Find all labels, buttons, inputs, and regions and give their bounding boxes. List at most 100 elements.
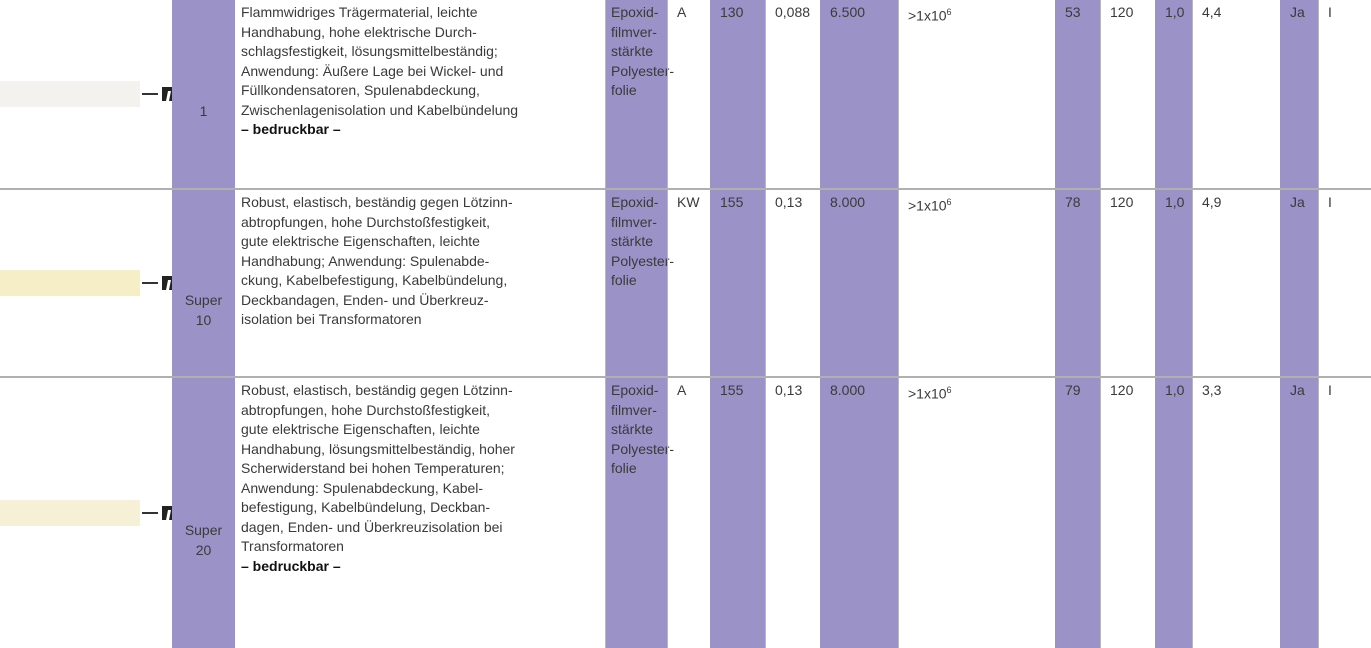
description-line: Deckbandagen, Enden- und Überkreuz-: [241, 291, 599, 311]
spec-cell: Ja: [1280, 0, 1318, 188]
spec-cell: Ja: [1280, 190, 1318, 376]
material-line: stärkte: [611, 232, 661, 252]
description-line: Zwischenlagenisolation und Kabelbündelun…: [241, 101, 599, 121]
description-line: gute elektrische Eigenschaften, leichte: [241, 420, 599, 440]
tape-swatch: [0, 500, 140, 526]
material-line: folie: [611, 459, 661, 479]
column-rule: [1318, 378, 1319, 648]
connector: [142, 512, 158, 514]
spec-exponent: 6: [947, 385, 952, 395]
spec-cell: 1,0: [1155, 0, 1192, 188]
spec-cell: 120: [1100, 190, 1155, 376]
material-line: Polyester-: [611, 440, 661, 460]
description-line: ckung, Kabelbefestigung, Kabelbündelung,: [241, 271, 599, 291]
product-name: 1: [172, 0, 235, 188]
spec-cell: 120: [1100, 378, 1155, 648]
description-line: Robust, elastisch, beständig gegen Lötzi…: [241, 193, 599, 213]
description: Robust, elastisch, beständig gegen Lötzi…: [235, 190, 605, 376]
spec-cell: A: [667, 378, 710, 648]
material-line: stärkte: [611, 420, 661, 440]
description-line: Handhabung, hohe elektrische Durch-: [241, 23, 599, 43]
description-line: abtropfungen, hohe Durchstoßfestigkeit,: [241, 213, 599, 233]
spec-cell: 0,13: [765, 378, 820, 648]
spec-cell: 6.500: [820, 0, 898, 188]
material-line: folie: [611, 81, 661, 101]
connector: [142, 282, 158, 284]
spec-cell: 120: [1100, 0, 1155, 188]
column-rule: [1318, 190, 1319, 376]
description-line: Anwendung: Spulenabdeckung, Kabel-: [241, 479, 599, 499]
spec-exponent: 6: [947, 7, 952, 17]
column-rule: [1192, 0, 1193, 188]
column-rule: [667, 0, 668, 188]
description-line: dagen, Enden- und Überkreuzisolation bei: [241, 518, 599, 538]
column-rule: [765, 190, 766, 376]
tape-swatch: [0, 81, 140, 107]
material-line: filmver-: [611, 401, 661, 421]
column-rule: [898, 190, 899, 376]
spec-cell: 155: [710, 190, 765, 376]
column-rule: [1318, 0, 1319, 188]
name-line: 10: [178, 311, 229, 331]
spec-value: >1x10: [908, 198, 947, 214]
description-line: abtropfungen, hohe Durchstoßfestigkeit,: [241, 401, 599, 421]
column-rule: [605, 378, 606, 648]
column-rule: [605, 0, 606, 188]
description-line: Handhabung; Anwendung: Spulenabde-: [241, 252, 599, 272]
spec-cell: 4,9: [1192, 190, 1280, 376]
spec-cell: 0,088: [765, 0, 820, 188]
column-rule: [765, 0, 766, 188]
column-rule: [1100, 190, 1101, 376]
spec-cell: 130: [710, 0, 765, 188]
spec-cell: I: [1318, 378, 1371, 648]
spec-cell: 0,13: [765, 190, 820, 376]
description-line: Transformatoren: [241, 537, 599, 557]
spec-cell: 155: [710, 378, 765, 648]
spec-cell: 79: [1055, 378, 1100, 648]
spec-cell: 8.000: [820, 378, 898, 648]
spec-value: >1x10: [908, 8, 947, 24]
material-line: Polyester-: [611, 62, 661, 82]
spec-cell: A: [667, 0, 710, 188]
material-line: Epoxid-: [611, 193, 661, 213]
name-line: Super: [178, 521, 229, 541]
spec-cell: 53: [1055, 0, 1100, 188]
column-rule: [898, 0, 899, 188]
spec-exponent: 6: [947, 197, 952, 207]
material-line: folie: [611, 271, 661, 291]
description-line: Flammwidriges Trägermaterial, leichte: [241, 3, 599, 23]
description-line: befestigung, Kabelbündelung, Deckban-: [241, 498, 599, 518]
spec-cell: >1x106: [898, 190, 1055, 376]
material-line: Epoxid-: [611, 3, 661, 23]
spec-cell: 1,0: [1155, 190, 1192, 376]
description-line: Anwendung: Äußere Lage bei Wickel- und: [241, 62, 599, 82]
spec-value: >1x10: [908, 386, 947, 402]
tape-swatch: [0, 270, 140, 296]
description-line: Robust, elastisch, beständig gegen Lötzi…: [241, 381, 599, 401]
spec-cell: 4,4: [1192, 0, 1280, 188]
description-line: Scherwiderstand bei hohen Temperaturen;: [241, 459, 599, 479]
column-rule: [1100, 0, 1101, 188]
name-line: 20: [178, 541, 229, 561]
material-line: Epoxid-: [611, 381, 661, 401]
column-rule: [1100, 378, 1101, 648]
description-line: Füllkondensatoren, Spulenabdeckung,: [241, 81, 599, 101]
spec-cell: I: [1318, 0, 1371, 188]
description-line: schlagsfestigkeit, lösungsmittelbeständi…: [241, 42, 599, 62]
column-rule: [667, 378, 668, 648]
material-line: filmver-: [611, 23, 661, 43]
spec-cell: 1,0: [1155, 378, 1192, 648]
spec-cell: 3,3: [1192, 378, 1280, 648]
connector: [142, 93, 158, 95]
description: Robust, elastisch, beständig gegen Lötzi…: [235, 378, 605, 648]
printable-note: – bedruckbar –: [241, 120, 599, 140]
column-rule: [667, 190, 668, 376]
spec-cell: >1x106: [898, 378, 1055, 648]
material-line: Polyester-: [611, 252, 661, 272]
material-line: stärkte: [611, 42, 661, 62]
spec-cell: I: [1318, 190, 1371, 376]
